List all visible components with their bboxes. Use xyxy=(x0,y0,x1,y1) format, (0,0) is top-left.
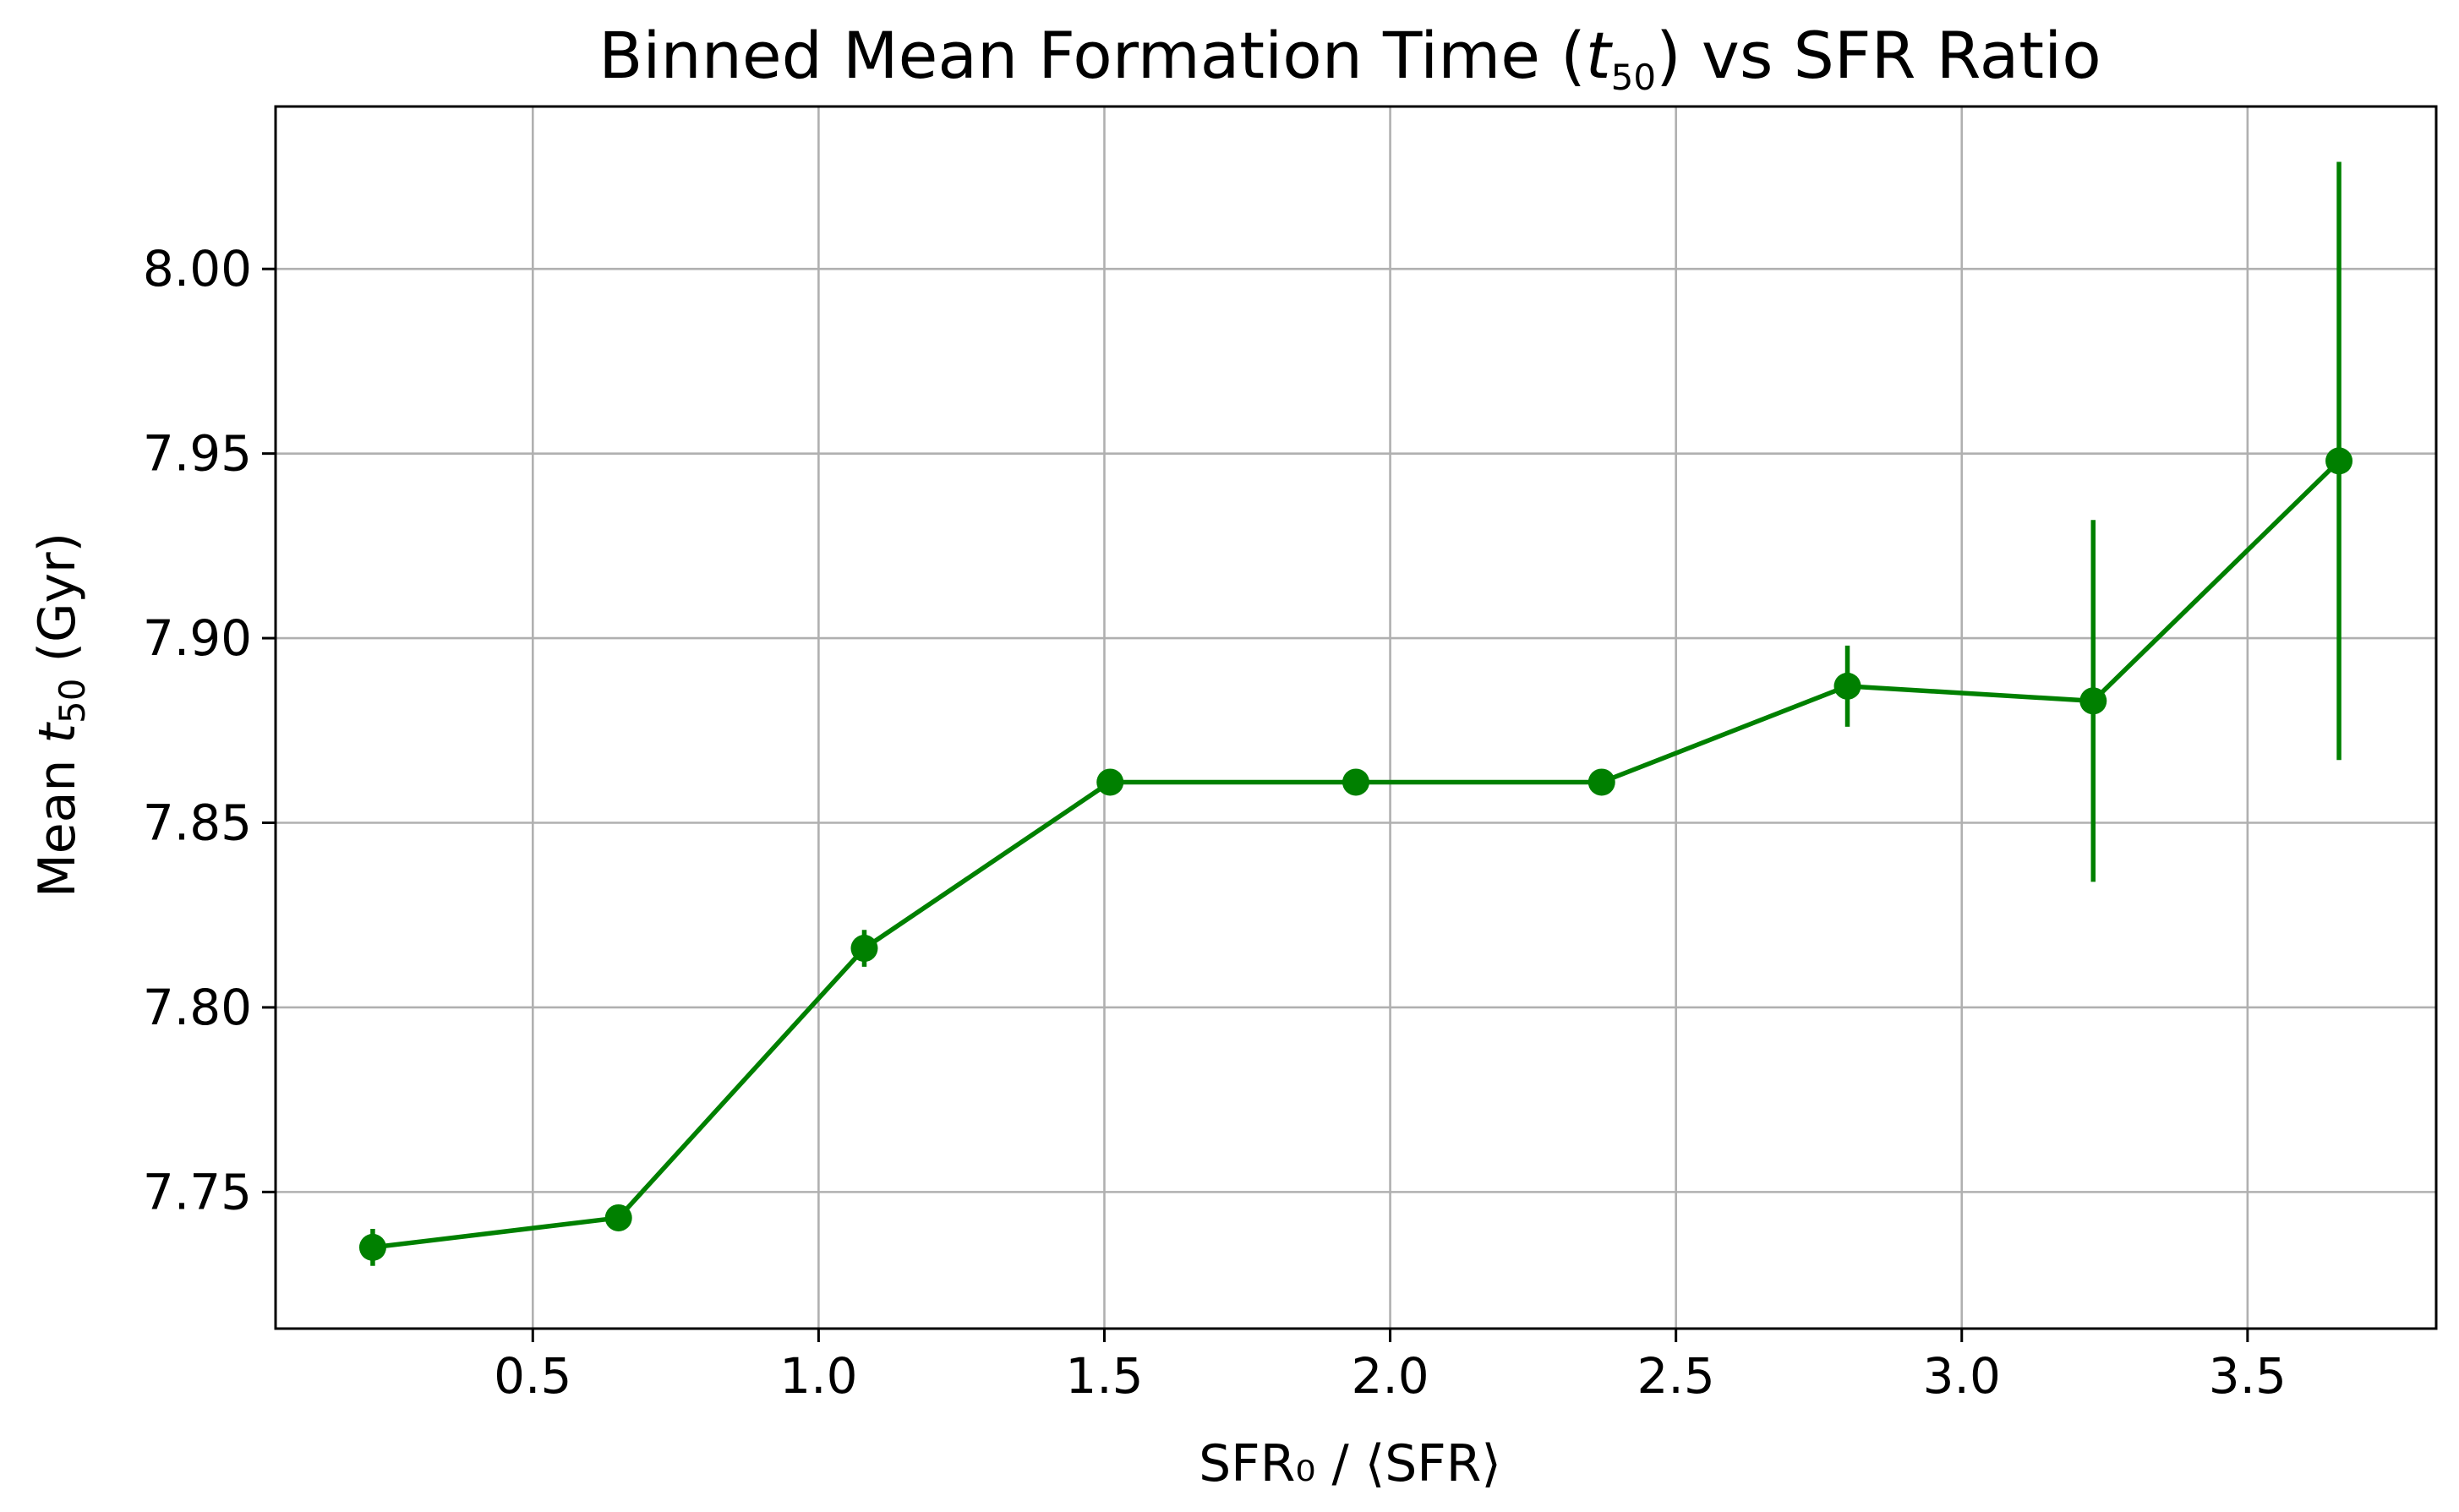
y-axis-label-var: t xyxy=(28,721,87,743)
y-tick-label: 7.75 xyxy=(143,1163,252,1220)
y-tick-label: 7.85 xyxy=(143,794,252,852)
data-point xyxy=(358,1233,386,1261)
data-point xyxy=(604,1204,632,1231)
y-tick-label: 7.95 xyxy=(143,425,252,483)
ticks: 0.5 1.0 1.5 2.0 2.5 3.0 3.5 7.75 7.80 7.85 7.90 7.9… xyxy=(143,240,2287,1405)
data-point xyxy=(1342,768,1369,796)
y-tick-label: 8.00 xyxy=(143,240,252,297)
series-line xyxy=(372,459,2341,1250)
chart-title-var: t xyxy=(1586,18,1614,93)
x-tick-label: 1.5 xyxy=(1065,1347,1143,1405)
x-tick-label: 1.0 xyxy=(779,1347,857,1405)
y-tick-label: 7.80 xyxy=(143,979,252,1036)
grid xyxy=(276,106,2436,1329)
chart-title: Binned Mean Formation Time (t50) vs SFR … xyxy=(598,18,2101,98)
series-layer xyxy=(358,161,2353,1266)
data-point xyxy=(850,935,878,963)
y-axis-label-suffix: (Gyr) xyxy=(28,532,87,679)
y-axis-label-sub: 50 xyxy=(52,679,93,723)
y-axis-label: Mean t50 (Gyr) xyxy=(28,532,93,898)
data-point xyxy=(1833,672,1861,700)
data-point xyxy=(1587,768,1615,796)
chart-title-suffix: ) vs SFR Ratio xyxy=(1656,18,2101,93)
data-point xyxy=(1096,768,1124,796)
x-tick-label: 3.0 xyxy=(1923,1347,2001,1405)
x-tick-label: 2.0 xyxy=(1351,1347,1429,1405)
x-axis-label: SFR₀ / ⟨SFR⟩ xyxy=(1199,1434,1501,1493)
y-tick-label: 7.90 xyxy=(143,609,252,667)
data-point xyxy=(2079,687,2107,715)
x-tick-label: 2.5 xyxy=(1637,1347,1715,1405)
x-tick-label: 0.5 xyxy=(494,1347,571,1405)
chart-title-sub: 50 xyxy=(1611,57,1656,98)
y-axis-label-prefix: Mean xyxy=(28,743,87,898)
data-point xyxy=(2325,447,2353,475)
x-tick-label: 3.5 xyxy=(2209,1347,2287,1405)
plot-frame xyxy=(274,105,2438,1330)
chart-title-prefix: Binned Mean Formation Time ( xyxy=(598,18,1586,93)
